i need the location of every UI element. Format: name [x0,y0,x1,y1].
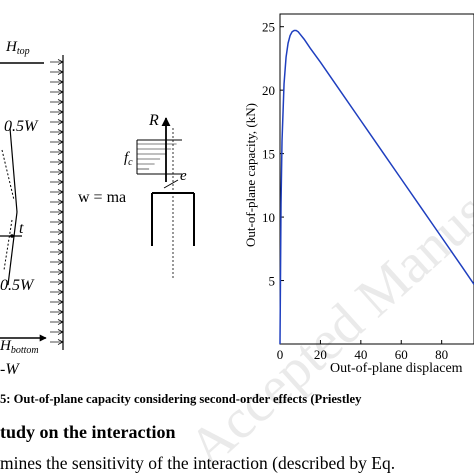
load-arrow-head [57,189,64,195]
r-label: R [148,112,159,129]
t-label: t [19,220,24,237]
body-text-line: mines the sensitivity of the interaction… [0,453,396,473]
load-arrow-head [57,249,64,255]
bottom-w-label: 0.5W [0,277,35,294]
load-arrow-head [57,299,64,305]
stress-block-hatch [137,143,177,170]
load-arrow-head [57,139,64,145]
h-bottom-label: Hbottom [0,338,39,356]
h-top-label: Htop [5,39,30,57]
load-arrow-head [57,239,64,245]
wall-top-detail-diagram: R fc e w = ma [78,112,195,278]
load-arrow-head [57,279,64,285]
y-axis-ticks: 5 10 15 20 25 [262,20,284,289]
y-tick-label: 15 [262,147,275,162]
y-tick-label: 25 [262,20,275,35]
load-arrow-head [57,159,64,165]
load-arrow-head [57,79,64,85]
plot-area [279,13,474,345]
load-arrow-head [57,149,64,155]
x-tick-label: 40 [354,347,367,362]
load-arrow-head [57,59,64,65]
wall-upper-dashed [1,149,15,201]
hinge-point [10,234,14,238]
load-arrow-head [57,129,64,135]
wall-upper-segment [9,127,18,213]
y-axis-label: Out-of-plane capacity, (kN) [243,103,258,247]
wall-free-body-diagram: Htop 0.5W t 0.5W Hbottom -W [0,39,64,378]
load-arrow-head [57,309,64,315]
x-axis-ticks: 0 20 40 60 80 [277,340,448,362]
load-arrow-head [57,119,64,125]
y-tick-label: 5 [269,274,276,289]
load-arrow-head [57,199,64,205]
distributed-load-arrows [50,59,64,345]
load-arrow-head [57,339,64,345]
load-arrow-head [57,319,64,325]
fc-label: fc [124,150,133,168]
section-heading: tudy on the interaction [0,422,176,442]
capacity-curve [279,29,474,345]
wall-lower-segment [7,211,18,286]
eccentricity-line [163,179,179,189]
w-bottom-label: -W [0,361,20,378]
figure-caption: 5: Out-of-plane capacity considering sec… [0,392,362,406]
w-ma-label: w = ma [78,189,126,206]
load-arrow-head [57,89,64,95]
capacity-chart: 5 10 15 20 25 0 20 40 60 80 Out-of-plane capacit… [243,13,474,376]
load-arrow-head [57,329,64,335]
e-label: e [180,168,187,184]
x-tick-label: 0 [277,347,284,362]
x-tick-label: 20 [314,347,327,362]
load-arrow-head [57,179,64,185]
load-arrow-head [57,229,64,235]
watermark: Accepted Manuscript [177,112,474,474]
x-tick-label: 60 [395,347,408,362]
load-arrow-head [57,259,64,265]
top-w-label: 0.5W [4,118,39,135]
y-tick-label: 20 [262,83,275,98]
load-arrow-head [57,69,64,75]
x-axis-label: Out-of-plane displacem [330,361,463,376]
load-arrow-head [57,289,64,295]
load-arrow-head [57,169,64,175]
y-tick-label: 10 [262,210,275,225]
load-arrow-head [57,209,64,215]
x-tick-label: 80 [435,347,448,362]
load-arrow-head [57,219,64,225]
load-arrow-head [57,99,64,105]
wall-lower-dashed [3,219,13,271]
load-arrow-head [57,269,64,275]
load-arrow-head [57,109,64,115]
